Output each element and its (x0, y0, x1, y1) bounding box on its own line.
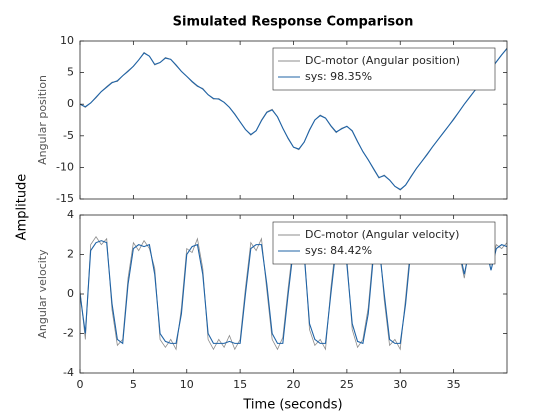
y-tick-label: -5 (63, 129, 74, 142)
y-axis-label: Angular velocity (36, 249, 49, 339)
legend-box (272, 221, 496, 265)
x-tick-label: 0 (77, 378, 84, 391)
y-tick-label: -15 (56, 192, 74, 205)
x-tick-label: 35 (447, 378, 461, 391)
x-axis-title: Time (seconds) (242, 398, 342, 413)
x-tick-label: 25 (340, 378, 354, 391)
legend-label: DC-motor (Angular velocity) (305, 228, 459, 241)
x-tick-label: 20 (287, 378, 301, 391)
y-tick-label: 5 (67, 66, 74, 79)
legend-label: sys: 98.35% (305, 70, 372, 83)
y-axis-title: Amplitude (15, 174, 30, 241)
y-tick-label: 10 (60, 34, 74, 47)
y-tick-label: 0 (67, 97, 74, 110)
legend-label: sys: 84.42% (305, 244, 372, 257)
y-tick-label: -2 (63, 327, 74, 340)
legend-box (272, 47, 496, 91)
y-axis-label: Angular position (36, 75, 49, 165)
x-tick-label: 10 (180, 378, 194, 391)
x-tick-label: 5 (130, 378, 137, 391)
y-tick-label: 0 (67, 287, 74, 300)
series-line (80, 48, 507, 191)
y-tick-label: 4 (67, 208, 74, 221)
figure-title: Simulated Response Comparison (173, 15, 414, 30)
x-tick-label: 15 (233, 378, 247, 391)
y-tick-label: 2 (67, 248, 74, 261)
legend-label: DC-motor (Angular position) (305, 54, 460, 67)
x-tick-label: 30 (393, 378, 407, 391)
y-tick-label: -10 (56, 160, 74, 173)
y-tick-label: -4 (63, 366, 74, 379)
